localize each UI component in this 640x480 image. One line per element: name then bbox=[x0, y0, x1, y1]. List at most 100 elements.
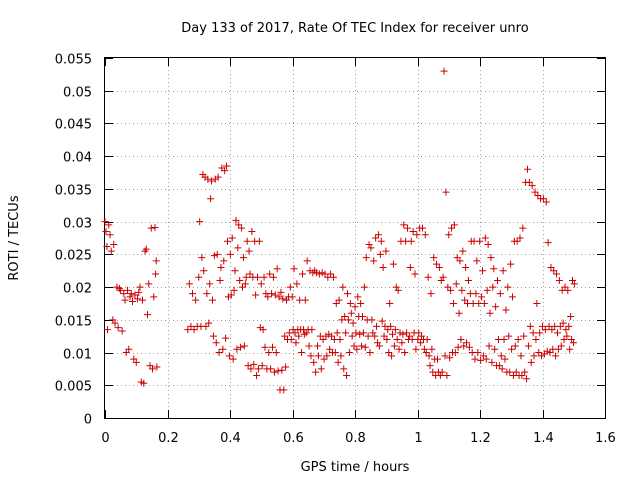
data-point-marker bbox=[219, 345, 227, 353]
y-tick-label: 0.01 bbox=[63, 348, 92, 363]
data-point-marker bbox=[272, 349, 280, 357]
data-point-marker bbox=[419, 224, 426, 232]
x-tick-label: 1 bbox=[414, 431, 422, 446]
data-point-marker bbox=[424, 273, 432, 281]
data-point-marker bbox=[335, 296, 343, 304]
data-point-marker bbox=[310, 358, 318, 366]
data-point-marker bbox=[508, 345, 516, 353]
y-tick-label: 0.005 bbox=[55, 380, 92, 395]
data-point-marker bbox=[367, 244, 375, 252]
data-point-marker bbox=[286, 283, 294, 291]
data-point-marker bbox=[348, 332, 356, 340]
data-point-marker bbox=[290, 265, 298, 273]
data-point-marker bbox=[533, 299, 541, 307]
data-point-marker bbox=[275, 293, 283, 301]
data-point-marker bbox=[344, 316, 352, 324]
data-point-marker bbox=[506, 368, 514, 376]
data-point-marker bbox=[490, 265, 498, 273]
data-point-marker bbox=[474, 349, 482, 357]
data-point-marker bbox=[411, 270, 419, 278]
data-point-marker bbox=[362, 254, 370, 262]
data-point-marker bbox=[480, 299, 488, 307]
data-point-marker bbox=[442, 188, 450, 196]
data-point-marker bbox=[554, 329, 561, 337]
data-point-marker bbox=[445, 231, 453, 239]
data-point-marker bbox=[440, 67, 448, 75]
data-point-marker bbox=[430, 254, 438, 262]
data-point-marker bbox=[277, 288, 285, 296]
data-point-marker bbox=[427, 290, 435, 298]
data-point-marker bbox=[524, 165, 531, 173]
data-point-marker bbox=[287, 335, 295, 343]
data-point-marker bbox=[494, 277, 501, 285]
data-point-marker bbox=[268, 290, 276, 298]
y-tick-label: 0.05 bbox=[63, 86, 92, 101]
data-point-marker bbox=[207, 195, 215, 203]
data-point-marker bbox=[195, 273, 203, 281]
data-point-marker bbox=[288, 293, 296, 301]
data-point-marker bbox=[198, 254, 206, 262]
data-point-marker bbox=[393, 335, 401, 343]
data-point-marker bbox=[190, 326, 198, 334]
data-point-marker bbox=[564, 286, 572, 294]
data-point-marker bbox=[152, 270, 160, 278]
data-point-marker bbox=[312, 368, 320, 376]
data-point-marker bbox=[345, 349, 353, 357]
y-tick-label: 0.055 bbox=[55, 53, 92, 68]
data-point-marker bbox=[192, 296, 200, 304]
data-point-marker bbox=[147, 224, 155, 232]
data-point-marker bbox=[132, 358, 140, 366]
data-point-marker bbox=[504, 283, 512, 291]
chart-title: Day 133 of 2017, Rate Of TEC Index for r… bbox=[181, 21, 528, 36]
data-point-marker bbox=[127, 290, 135, 298]
data-point-marker bbox=[258, 362, 266, 370]
data-point-marker bbox=[236, 277, 244, 285]
data-point-marker bbox=[293, 280, 301, 288]
data-point-marker bbox=[491, 345, 499, 353]
data-point-marker bbox=[532, 335, 540, 343]
data-point-marker bbox=[428, 345, 436, 353]
data-point-marker bbox=[425, 352, 433, 360]
data-point-marker bbox=[376, 250, 384, 258]
data-point-marker bbox=[488, 358, 496, 366]
data-point-marker bbox=[454, 343, 462, 351]
data-point-marker bbox=[344, 290, 351, 298]
data-point-marker bbox=[301, 296, 309, 304]
data-point-marker bbox=[566, 345, 574, 353]
data-point-marker bbox=[107, 247, 115, 255]
data-point-marker bbox=[563, 332, 571, 340]
x-axis-label: GPS time / hours bbox=[301, 460, 410, 475]
data-point-marker bbox=[455, 309, 463, 317]
data-point-marker bbox=[386, 299, 394, 307]
data-point-marker bbox=[221, 167, 229, 175]
data-point-marker bbox=[120, 290, 128, 298]
data-point-marker bbox=[214, 173, 222, 181]
data-point-marker bbox=[406, 263, 414, 271]
data-point-marker bbox=[497, 352, 505, 360]
data-point-marker bbox=[388, 352, 396, 360]
data-point-marker bbox=[441, 352, 449, 360]
data-point-marker bbox=[394, 286, 402, 294]
data-point-marker bbox=[423, 335, 431, 343]
data-point-marker bbox=[390, 342, 398, 350]
data-point-marker bbox=[233, 345, 241, 353]
data-point-marker bbox=[189, 290, 196, 298]
data-point-marker bbox=[209, 296, 216, 304]
data-point-marker bbox=[382, 247, 390, 255]
data-point-marker bbox=[228, 234, 236, 242]
data-point-marker bbox=[139, 296, 146, 304]
data-point-marker bbox=[269, 343, 276, 351]
data-point-marker bbox=[257, 280, 265, 288]
data-point-marker bbox=[279, 295, 287, 303]
data-point-marker bbox=[145, 280, 153, 288]
data-point-marker bbox=[314, 342, 321, 350]
data-point-marker bbox=[443, 371, 451, 379]
data-point-marker bbox=[136, 283, 144, 291]
data-point-marker bbox=[389, 330, 396, 338]
data-point-marker bbox=[458, 286, 466, 294]
data-point-marker bbox=[185, 280, 193, 288]
y-tick-label: 0.03 bbox=[63, 217, 92, 232]
data-point-marker bbox=[341, 313, 349, 321]
data-point-marker bbox=[259, 326, 267, 334]
